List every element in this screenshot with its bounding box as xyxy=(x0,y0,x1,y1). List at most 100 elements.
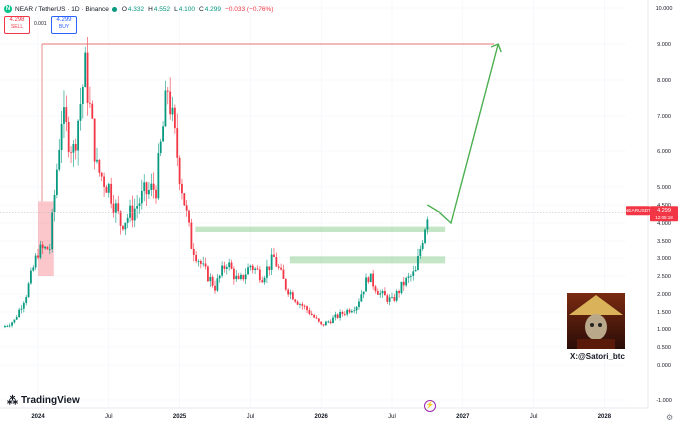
candle-body xyxy=(258,269,261,281)
candle-body xyxy=(53,195,56,213)
candle-body xyxy=(275,256,278,267)
x-axis[interactable]: 2024 Jul 2025 Jul 2026 Jul 2027 Jul 2028 xyxy=(0,407,648,420)
candle-body xyxy=(303,305,306,307)
tradingview-logo[interactable]: ⁂ TradingView xyxy=(7,394,80,407)
candle-body xyxy=(197,261,200,262)
candle-body xyxy=(20,308,23,310)
x-tick-label: Jul xyxy=(105,414,113,420)
candle-body xyxy=(339,311,341,318)
y-tick-label: 4.500 xyxy=(657,203,671,209)
symbol-header[interactable]: N NEAR / TetherUS · 1D · Binance O 4.332 … xyxy=(4,3,273,15)
y-tick-label: 2.500 xyxy=(657,274,671,280)
close-value: 4.299 xyxy=(204,5,222,13)
high-value: 4.552 xyxy=(153,5,171,13)
candle-body xyxy=(25,297,28,303)
candle-body xyxy=(402,281,405,286)
y-axis[interactable]: 10.000 9.000 8.000 7.000 6.000 5.000 4.500 4.00… xyxy=(647,0,672,408)
candle-body xyxy=(412,271,415,276)
candle-body xyxy=(249,265,252,268)
candle-body xyxy=(353,310,356,312)
candle-body xyxy=(360,294,363,302)
y-tick-label: 7.000 xyxy=(657,114,671,120)
symbol-title[interactable]: NEAR / TetherUS · 1D · Binance xyxy=(15,5,109,13)
candle-body xyxy=(58,149,61,170)
candle-body xyxy=(74,144,77,151)
candle-body xyxy=(417,256,419,270)
support-zone xyxy=(289,256,446,264)
chart-zones xyxy=(38,201,446,276)
y-tick-label: -1.000 xyxy=(656,398,672,404)
candle-body xyxy=(84,52,87,87)
candle-body xyxy=(164,90,167,127)
candle-body xyxy=(273,254,275,257)
candle-body xyxy=(150,183,153,190)
gear-icon[interactable]: ⚙ xyxy=(666,413,674,422)
candle-body xyxy=(358,301,360,307)
candle-body xyxy=(207,266,209,282)
candle-body xyxy=(395,291,398,301)
candle-body xyxy=(284,278,287,290)
close-label: C xyxy=(199,5,204,13)
candle-body xyxy=(119,211,122,226)
candle-body xyxy=(202,263,205,265)
y-tick-label: 9.000 xyxy=(657,42,671,48)
sell-label: SELL xyxy=(10,24,24,30)
candle-body xyxy=(15,317,18,320)
candle-body xyxy=(247,267,249,275)
candle-body xyxy=(51,212,54,250)
candle-body xyxy=(327,321,330,323)
candle-body xyxy=(93,118,96,162)
candle-body xyxy=(37,255,39,258)
x-tick-label: Jul xyxy=(530,414,538,420)
sell-button[interactable]: 4.298 SELL xyxy=(4,16,30,34)
x-tick-label: 2026 xyxy=(315,414,329,420)
projection-path xyxy=(427,43,499,225)
candle-body xyxy=(242,274,245,280)
candle-body xyxy=(362,291,365,295)
x-tick-label: Jul xyxy=(247,414,255,420)
candle-body xyxy=(367,277,370,283)
candle-body xyxy=(199,261,202,264)
candle-body xyxy=(282,269,285,279)
candle-body xyxy=(409,275,412,277)
candle-body xyxy=(381,291,384,294)
candle-body xyxy=(110,183,113,204)
candle-body xyxy=(414,269,417,272)
candle-body xyxy=(355,306,358,311)
author-avatar xyxy=(567,293,625,349)
chart-candles xyxy=(4,37,429,328)
candle-body xyxy=(346,309,349,315)
candle-body xyxy=(183,193,186,206)
candle-body xyxy=(190,222,193,249)
buy-button[interactable]: 4.299 BUY xyxy=(51,16,77,34)
candle-body xyxy=(112,203,115,213)
candle-body xyxy=(214,285,216,291)
highlight-zone xyxy=(38,201,54,276)
candle-body xyxy=(424,229,426,243)
price-tag-value: 4.299 xyxy=(657,208,671,214)
candle-body xyxy=(230,262,233,269)
candle-body xyxy=(18,309,21,318)
candle-body xyxy=(419,248,422,257)
candle-body xyxy=(39,244,42,258)
candle-body xyxy=(256,268,259,270)
market-open-dot-icon xyxy=(111,6,117,12)
lightning-icon[interactable]: ⚡ xyxy=(424,400,436,412)
candle-body xyxy=(72,144,75,153)
x-tick-label: Jul xyxy=(388,414,396,420)
candle-body xyxy=(211,276,214,286)
candle-body xyxy=(315,317,318,319)
candle-body xyxy=(65,107,68,122)
candle-body xyxy=(48,249,51,250)
candle-body xyxy=(124,222,127,230)
candle-body xyxy=(122,225,124,230)
y-tick-label: 2.000 xyxy=(657,292,671,298)
candle-body xyxy=(70,151,72,153)
y-tick-label: 5.000 xyxy=(657,185,671,191)
candle-body xyxy=(195,254,198,262)
y-tick-label: 1.000 xyxy=(657,327,671,333)
x-tick-label: 2027 xyxy=(456,414,470,420)
candle-body xyxy=(400,281,403,294)
candle-body xyxy=(44,246,46,249)
